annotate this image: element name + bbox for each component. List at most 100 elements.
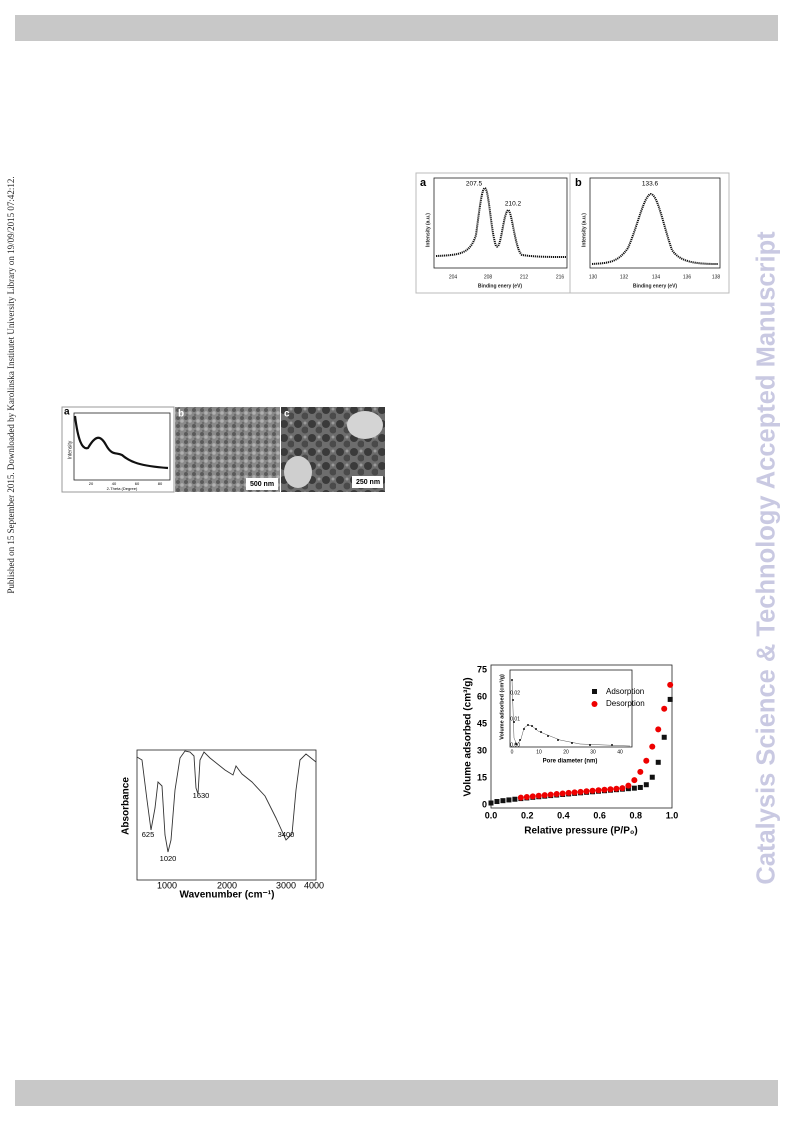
x-tick-label: 0.2	[521, 810, 534, 820]
x-label: 2-Theta (Degree)	[107, 486, 138, 491]
desorption-marker	[637, 768, 644, 775]
adsorption-marker	[631, 785, 637, 791]
adsorption-marker	[625, 786, 631, 792]
inset-y-label: Volume adsorbed (cm³/g)	[498, 674, 505, 740]
legend-marker	[591, 701, 598, 707]
y-tick-label: 45	[477, 718, 487, 728]
adsorption-marker	[655, 759, 661, 765]
x-tick-label: 2000	[217, 880, 237, 890]
scale-bar: 500 nm	[250, 481, 274, 488]
adsorption-marker	[494, 799, 500, 805]
desorption-marker	[613, 785, 620, 792]
x-tick-label: 0.4	[557, 810, 570, 820]
inset-y-tick-label: 0.01	[510, 716, 520, 722]
inset-x-tick-label: 10	[536, 749, 542, 755]
x-label: Relative pressure (P/P₀)	[524, 826, 637, 837]
y-tick-label: 0	[482, 799, 487, 809]
adsorption-marker	[643, 782, 649, 788]
desorption-marker	[661, 705, 668, 712]
panel-label: b	[178, 409, 184, 420]
x-tick-label: 138	[712, 274, 721, 280]
inset-marker	[511, 679, 513, 681]
inset-marker	[515, 743, 517, 745]
peak-label: 3400	[278, 830, 295, 839]
x-label: Binding enery (eV)	[478, 283, 523, 289]
sidebar: Published on 15 September 2015. Download…	[6, 176, 16, 593]
adsorption-marker	[649, 774, 655, 780]
inset-marker	[571, 742, 573, 744]
x-tick-label: 0.8	[630, 810, 643, 820]
inset-x-tick-label: 0	[511, 749, 514, 755]
legend-entry: Desorption	[606, 699, 645, 708]
inset-y-tick-label: 0.00	[510, 742, 520, 748]
desorption-marker	[607, 786, 614, 793]
footer-bar	[15, 1080, 778, 1106]
background	[347, 411, 383, 439]
inset-marker	[527, 724, 529, 726]
desorption-marker	[649, 743, 656, 750]
desorption-marker	[589, 787, 596, 794]
legend-entry: Adsorption	[606, 687, 644, 696]
bet-figure: Volume adsorbed (cm³/g) Relative pressur…	[463, 664, 679, 836]
desorption-marker	[595, 787, 602, 794]
desorption-marker	[523, 793, 530, 800]
xrd-sem-figure: a Intensity 20 40 60 80 2-Theta (Degree)…	[61, 406, 385, 493]
scale-bar: 250 nm	[356, 479, 380, 486]
desorption-marker	[577, 788, 584, 795]
y-tick-label: 30	[477, 745, 487, 755]
axes	[136, 749, 317, 881]
x-tick-label: 130	[589, 274, 598, 280]
desorption-marker	[667, 681, 674, 688]
adsorption-marker	[512, 796, 518, 802]
x-tick-label: 1.0	[666, 810, 679, 820]
y-label: Intensity	[67, 440, 73, 459]
desorption-marker	[553, 791, 560, 798]
inset-marker	[611, 744, 613, 746]
inset-marker	[540, 731, 542, 733]
panel-label: b	[575, 177, 582, 189]
inset-marker	[531, 725, 533, 727]
adsorption-marker	[637, 784, 643, 790]
desorption-marker	[517, 794, 524, 801]
desorption-marker	[535, 792, 542, 799]
adsorption-marker	[661, 734, 667, 740]
desorption-marker	[619, 785, 626, 792]
panel-label: a	[64, 407, 70, 418]
x-tick-label: 216	[556, 274, 565, 280]
inset-y-tick-label: 0.02	[510, 690, 520, 696]
desorption-marker	[643, 757, 650, 764]
peak-label: 207.5	[466, 181, 483, 188]
inset-marker	[589, 744, 591, 746]
x-label: Binding enery (eV)	[633, 283, 678, 289]
desorption-marker	[529, 793, 536, 800]
desorption-marker	[655, 726, 662, 733]
adsorption-marker	[506, 797, 512, 803]
adsorption-marker	[667, 696, 673, 702]
desorption-marker	[565, 789, 572, 796]
xps-curve	[435, 186, 567, 258]
inset-marker	[519, 739, 521, 741]
ftir-figure: Absorbance Wavenumber (cm⁻¹) 1000 2000 3…	[121, 749, 324, 901]
legend-marker	[592, 689, 597, 694]
x-tick-label: 204	[449, 274, 458, 280]
xps-figure: a b Intensity (a.u.) Intensity (a.u.) Bi…	[415, 172, 730, 294]
y-tick-label: 15	[477, 772, 487, 782]
inset-marker	[512, 699, 514, 701]
peak-label: 1630	[193, 791, 210, 800]
scale-bar-box	[352, 476, 383, 488]
x-label: Wavenumber (cm⁻¹)	[180, 890, 275, 901]
y-label: Volume adsorbed (cm³/g)	[463, 677, 474, 796]
scale-bar-box	[246, 478, 278, 490]
x-tick-label: 1000	[157, 880, 177, 890]
peak-label: 625	[142, 830, 155, 839]
desorption-marker	[559, 790, 566, 797]
adsorption-marker	[488, 800, 494, 806]
x-tick-label: 4000	[304, 880, 324, 890]
desorption-marker	[583, 788, 590, 795]
y-label: Absorbance	[121, 777, 132, 835]
desorption-marker	[601, 786, 608, 793]
x-tick-label: 40	[112, 481, 117, 486]
inset-marker	[523, 728, 525, 730]
header-bar	[15, 15, 778, 41]
